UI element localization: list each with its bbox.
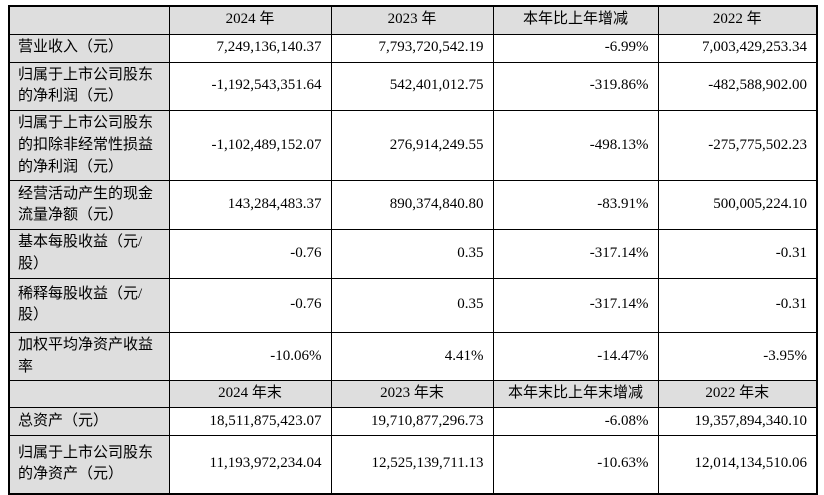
column-header-2023: 2023 年 [330,5,494,35]
cell-value: 276,914,249.55 [330,109,494,182]
row-label-net-profit-excl-nonrecurring: 归属于上市公司股东的扣除非经常性损益的净利润（元） [8,109,170,182]
cell-value: 890,374,840.80 [330,180,494,231]
cell-value: -10.06% [168,331,332,382]
table-row: 稀释每股收益（元/股） -0.76 0.35 -317.14% -0.31 [8,277,818,333]
table-row: 加权平均净资产收益率 -10.06% 4.41% -14.47% -3.95% [8,331,818,382]
header-row-year-end: 2024 年末 2023 年末 本年末比上年末增减 2022 年末 [8,380,818,408]
cell-value: 19,357,894,340.10 [657,407,818,436]
table-row: 归属于上市公司股东的扣除非经常性损益的净利润（元） -1,102,489,152… [8,109,818,182]
row-label-operating-cash-flow: 经营活动产生的现金流量净额（元） [8,180,170,231]
row-label-revenue: 营业收入（元） [8,33,170,63]
cell-value: -0.31 [657,229,818,279]
cell-value: -317.14% [492,229,659,279]
table-row: 基本每股收益（元/股） -0.76 0.35 -317.14% -0.31 [8,229,818,279]
row-label-net-profit: 归属于上市公司股东的净利润（元） [8,61,170,111]
cell-value: -6.99% [492,33,659,63]
row-label-total-assets: 总资产（元） [8,407,170,436]
cell-value: -0.31 [657,277,818,333]
cell-value: -0.76 [168,229,332,279]
cell-value: -3.95% [657,331,818,382]
cell-value: -482,588,902.00 [657,61,818,111]
financial-summary-table: 2024 年 2023 年 本年比上年增减 2022 年 营业收入（元） 7,2… [8,5,818,495]
cell-value: 11,193,972,234.04 [168,435,332,494]
row-label-weighted-avg-roe: 加权平均净资产收益率 [8,331,170,382]
cell-value: 0.35 [330,277,494,333]
row-label-diluted-eps: 稀释每股收益（元/股） [8,277,170,333]
cell-value: -1,192,543,351.64 [168,61,332,111]
cell-value: -498.13% [492,109,659,182]
cell-value: 7,249,136,140.37 [168,33,332,63]
row-label-basic-eps: 基本每股收益（元/股） [8,229,170,279]
cell-value: -6.08% [492,407,659,436]
cell-value: 7,793,720,542.19 [330,33,494,63]
column-header-year-end-change: 本年末比上年末增减 [492,380,659,408]
table-row: 经营活动产生的现金流量净额（元） 143,284,483.37 890,374,… [8,180,818,231]
cell-value: 143,284,483.37 [168,180,332,231]
cell-value: -83.91% [492,180,659,231]
cell-value: -275,775,502.23 [657,109,818,182]
cell-value: -10.63% [492,435,659,494]
column-header-blank [8,380,170,408]
column-header-2024: 2024 年 [168,5,332,35]
table-row: 总资产（元） 18,511,875,423.07 19,710,877,296.… [8,407,818,436]
cell-value: 500,005,224.10 [657,180,818,231]
cell-value: 18,511,875,423.07 [168,407,332,436]
cell-value: 542,401,012.75 [330,61,494,111]
table-row: 归属于上市公司股东的净利润（元） -1,192,543,351.64 542,4… [8,61,818,111]
cell-value: 0.35 [330,229,494,279]
cell-value: 12,525,139,711.13 [330,435,494,494]
cell-value: -0.76 [168,277,332,333]
column-header-blank [8,5,170,35]
financial-summary-page: 2024 年 2023 年 本年比上年增减 2022 年 营业收入（元） 7,2… [8,5,818,495]
cell-value: -1,102,489,152.07 [168,109,332,182]
cell-value: -319.86% [492,61,659,111]
column-header-yoy-change: 本年比上年增减 [492,5,659,35]
cell-value: 12,014,134,510.06 [657,435,818,494]
column-header-2024-year-end: 2024 年末 [168,380,332,408]
row-label-net-assets: 归属于上市公司股东的净资产（元） [8,435,170,494]
cell-value: 19,710,877,296.73 [330,407,494,436]
column-header-2022-year-end: 2022 年末 [657,380,818,408]
cell-value: 7,003,429,253.34 [657,33,818,63]
column-header-2023-year-end: 2023 年末 [330,380,494,408]
header-row-annual: 2024 年 2023 年 本年比上年增减 2022 年 [8,5,818,35]
table-row: 归属于上市公司股东的净资产（元） 11,193,972,234.04 12,52… [8,435,818,494]
cell-value: -317.14% [492,277,659,333]
table-row: 营业收入（元） 7,249,136,140.37 7,793,720,542.1… [8,33,818,63]
column-header-2022: 2022 年 [657,5,818,35]
cell-value: -14.47% [492,331,659,382]
cell-value: 4.41% [330,331,494,382]
